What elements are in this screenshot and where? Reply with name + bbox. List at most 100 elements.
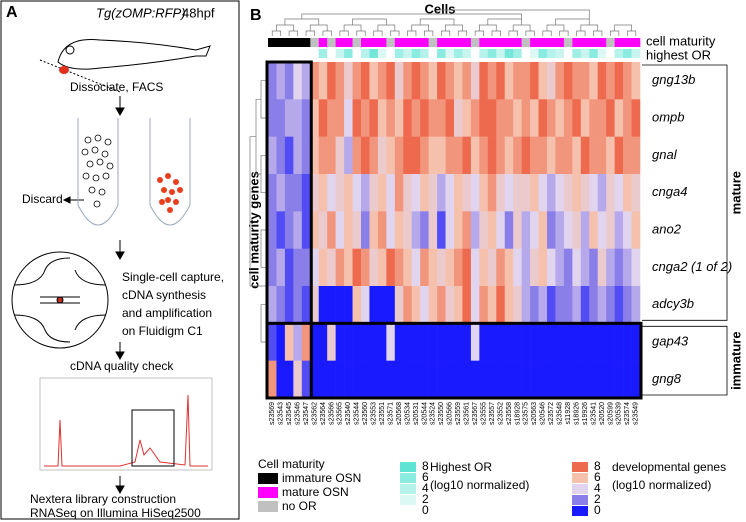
heat-cell — [420, 62, 429, 100]
or-cell — [428, 49, 438, 58]
heat-cell — [513, 136, 522, 175]
heat-cell — [318, 360, 328, 399]
heat-cell — [572, 248, 582, 287]
cell-label: s23571 — [387, 402, 394, 425]
maturity-cell — [386, 38, 396, 47]
chip — [11, 251, 109, 349]
heat-cell — [394, 62, 404, 100]
gene-label: gap43 — [652, 333, 689, 348]
heat-cell — [589, 136, 599, 175]
heat-cell — [327, 323, 336, 361]
or-cell — [318, 49, 328, 58]
heat-cell — [403, 360, 413, 399]
heat-cell — [268, 99, 277, 137]
heat-cell — [445, 136, 455, 175]
cell-label: s23559 — [455, 402, 462, 425]
heat-cell — [614, 211, 624, 249]
heat-cell — [420, 99, 429, 137]
heat-cell — [487, 211, 497, 249]
heat-cell — [470, 62, 480, 100]
heat-cell — [580, 211, 590, 249]
or-cell — [293, 49, 303, 58]
heat-cell — [504, 323, 514, 361]
maturity-cell — [487, 38, 497, 47]
heat-cell — [580, 286, 590, 324]
or-cell — [530, 49, 539, 58]
heat-cell — [563, 174, 573, 212]
heat-cell — [513, 360, 522, 399]
heat-cell — [470, 360, 480, 399]
gene-label: ano2 — [652, 221, 682, 236]
legend-entry: immature OSN — [282, 471, 361, 485]
heat-cell — [394, 248, 404, 287]
heat-cell — [547, 323, 556, 361]
heat-cell — [284, 360, 294, 399]
cell-label: s20568 — [396, 402, 403, 425]
heat-cell — [606, 62, 615, 100]
heat-cell — [445, 62, 455, 100]
heat-cell — [538, 248, 548, 287]
cell-label: s23543 — [278, 402, 285, 425]
heat-cell — [580, 62, 590, 100]
maturity-cell — [284, 38, 294, 47]
heat-cell — [327, 248, 336, 287]
heat-cell — [318, 174, 328, 212]
maturity-cell — [589, 38, 599, 47]
heat-cell — [284, 99, 294, 137]
heat-cell — [284, 286, 294, 324]
heat-cell — [547, 211, 556, 249]
cell-label: s23575 — [523, 402, 530, 425]
group-outline — [265, 60, 313, 400]
heat-cell — [479, 62, 489, 100]
heat-cell — [327, 286, 336, 324]
heat-cell — [623, 99, 632, 137]
row-axis-label: cell maturity genes — [246, 171, 261, 289]
legend-swatch — [400, 506, 416, 516]
group-bracket — [642, 325, 728, 396]
heat-cell — [352, 286, 362, 324]
heat-cell — [530, 248, 539, 287]
heat-cell — [403, 211, 413, 249]
heat-cell — [631, 62, 641, 100]
heat-cell — [411, 360, 421, 399]
maturity-cell — [394, 38, 404, 47]
heat-cell — [597, 174, 607, 212]
heat-cell — [361, 62, 370, 100]
maturity-cell — [437, 38, 446, 47]
heat-cell — [403, 62, 413, 100]
heat-cell — [563, 136, 573, 175]
gene-label: ompb — [652, 109, 685, 124]
heat-cell — [589, 62, 599, 100]
step-text: on Fluidigm C1 — [122, 324, 203, 338]
heat-cell — [318, 136, 328, 175]
heat-cell — [327, 136, 336, 175]
heat-cell — [403, 286, 413, 324]
bar-label: cell maturity — [646, 33, 716, 48]
heat-cell — [361, 136, 370, 175]
heat-cell — [318, 286, 328, 324]
or-cell — [521, 49, 531, 58]
heat-cell — [428, 323, 438, 361]
heat-cell — [487, 174, 497, 212]
maturity-cell — [276, 38, 286, 47]
heat-cell — [454, 248, 463, 287]
maturity-cell — [631, 38, 641, 47]
cell-label: s20539 — [616, 402, 623, 425]
heat-cell — [470, 323, 480, 361]
heat-cell — [386, 174, 396, 212]
heat-cell — [293, 286, 303, 324]
heat-cell — [547, 248, 556, 287]
maturity-cell — [411, 38, 421, 47]
heat-cell — [563, 211, 573, 249]
or-cell — [623, 49, 632, 58]
heat-cell — [504, 360, 514, 399]
heat-cell — [631, 174, 641, 212]
heat-cell — [580, 99, 590, 137]
or-cell — [301, 49, 311, 58]
heat-cell — [420, 248, 429, 287]
heat-cell — [327, 62, 336, 100]
heat-cell — [411, 248, 421, 287]
cell-label: s23541 — [590, 402, 597, 425]
heat-cell — [318, 323, 328, 361]
dendrogram — [249, 9, 637, 343]
